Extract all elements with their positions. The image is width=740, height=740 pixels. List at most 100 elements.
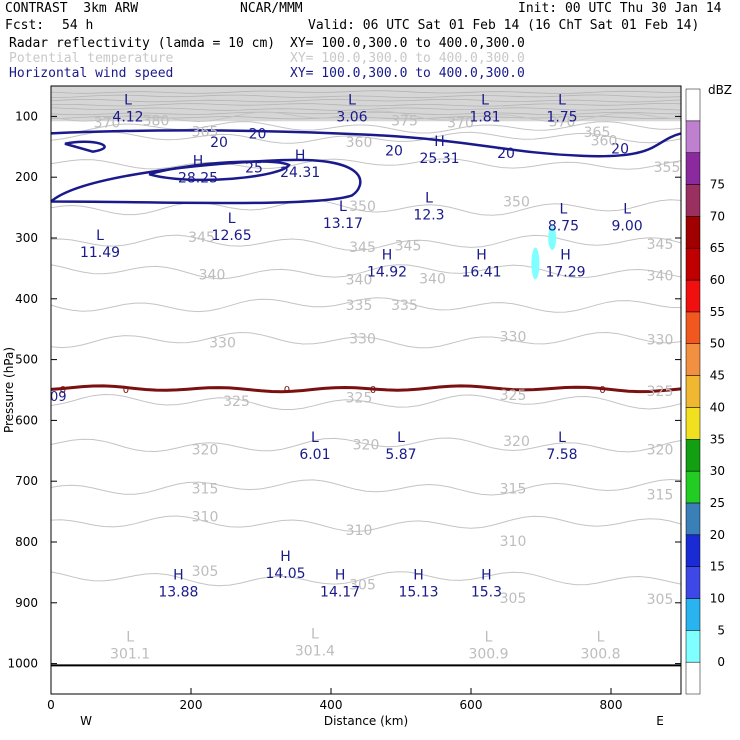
extremum-type-L: L (481, 93, 489, 109)
extremum-type-H: H (295, 148, 306, 164)
theta-label: 305 (349, 578, 376, 594)
extremum-type-L: L (126, 629, 134, 645)
field-xy-reflectivity: XY= 100.0,300.0 to 400.0,300.0 (290, 36, 525, 51)
x-axis: 0 200 400 600 800 Distance (km) W E (47, 688, 664, 728)
extremum-type-H: H (481, 567, 492, 583)
freezing-level-label: 0 (370, 385, 376, 396)
org-label: NCAR/MMM (240, 1, 303, 16)
upper-isentrope-line (50, 98, 682, 103)
extremum-type-L: L (558, 93, 566, 109)
colorbar-level-label: 20 (710, 528, 725, 542)
extremum-value: 14.17 (320, 584, 360, 600)
colorbar-swatch (685, 534, 701, 567)
colorbar-level-label: 65 (710, 241, 725, 255)
extremum-value: 24.31 (280, 165, 320, 181)
fcst-label: Fcst: (5, 18, 45, 33)
freezing-level-label: 0 (123, 385, 129, 396)
colorbar-level-label: 0 (717, 655, 725, 669)
theta-label: 365 (192, 125, 219, 141)
y-axis-label: Pressure (hPa) (2, 347, 16, 433)
field-name-theta: Potential temperature (9, 51, 174, 66)
theta-label: 305 (500, 591, 527, 607)
colorbar-swatch (685, 407, 701, 440)
theta-label: 315 (647, 488, 674, 504)
extrema-markers: L4.12L3.06L1.81L1.75H25.31H28.25H24.31L1… (80, 93, 643, 663)
wind-contour-label-20: 20 (385, 143, 403, 159)
reflectivity-cell (531, 247, 540, 280)
extremum-value: 6.01 (299, 447, 330, 463)
theta-label: 310 (192, 509, 219, 525)
theta-isentrope-365 (50, 121, 682, 134)
freezing-level-label: 0 (284, 385, 290, 396)
theta-label: 350 (349, 199, 376, 215)
fcst-value: 54 h (62, 18, 94, 33)
x-axis-label: Distance (km) (324, 714, 408, 728)
wind-contour-20-small (64, 140, 106, 153)
theta-isentrope-330 (50, 331, 682, 349)
extremum-type-H: H (280, 549, 291, 565)
west-label: W (80, 714, 92, 728)
colorbar-swatch (685, 343, 701, 376)
colorbar-swatch (685, 502, 701, 536)
extremum-type-L: L (559, 201, 567, 217)
init-time: Init: 00 UTC Thu 30 Jan 14 (518, 1, 722, 16)
theta-label: 305 (192, 564, 219, 580)
wind-speed-contours: 20 20 20 20 20 25 (50, 126, 682, 205)
theta-label: 350 (503, 195, 530, 211)
colorbar-swatch (685, 375, 701, 408)
extremum-type-L: L (311, 430, 319, 446)
colorbar-unit: dBZ (708, 83, 732, 97)
theta-label: 375 (391, 114, 418, 130)
x-tick-label: 200 (180, 698, 203, 712)
field-xy-theta: XY= 100.0,300.0 to 400.0,300.0 (290, 51, 525, 66)
colorbar-level-label: 75 (710, 178, 725, 192)
extremum-value: 16.41 (461, 265, 501, 281)
theta-isentrope-370 (50, 110, 682, 123)
upper-isentrope-line (50, 115, 682, 120)
theta-isentrope-310 (50, 515, 682, 533)
theta-label: 305 (647, 592, 674, 608)
east-label: E (656, 714, 664, 728)
theta-isentrope-335 (50, 297, 682, 313)
extremum-type-H: H (382, 248, 393, 264)
theta-label: 330 (500, 329, 527, 345)
theta-label: 345 (188, 230, 215, 246)
extremum-value: 7.58 (546, 447, 577, 463)
extremum-value: 13.17 (323, 216, 363, 232)
extremum-type-L: L (228, 211, 236, 227)
extremum-type-L: L (348, 93, 356, 109)
colorbar-swatch (685, 311, 701, 344)
extremum-type-H: H (560, 248, 571, 264)
theta-label: 345 (349, 240, 376, 256)
freezing-level-label: 0 (599, 385, 605, 396)
colorbar-swatch (685, 184, 701, 217)
extremum-value: 15.13 (398, 584, 438, 600)
extremum-value: 300.8 (580, 646, 620, 662)
upper-isentrope-line (50, 90, 681, 94)
y-tick-label: 700 (15, 474, 38, 488)
theta-label: 370 (94, 115, 121, 131)
y-tick-label: 200 (15, 170, 38, 184)
extremum-type-H: H (476, 248, 487, 264)
theta-label: 320 (647, 443, 674, 459)
extremum-value: 8.75 (548, 218, 579, 234)
upper-isentrope-line (50, 103, 682, 107)
extremum-type-L: L (597, 629, 605, 645)
extremum-value: 4.12 (112, 110, 143, 126)
extremum-value: 11.49 (80, 245, 120, 261)
extremum-value: 17.29 (545, 265, 585, 281)
colorbar-swatch (685, 120, 701, 153)
theta-label: 365 (584, 125, 611, 141)
extremum-type-L: L (425, 190, 433, 206)
colorbar-swatch (685, 247, 701, 281)
x-tick-label: 800 (600, 698, 623, 712)
y-tick-label: 900 (15, 596, 38, 610)
extremum-value: 1.75 (546, 110, 577, 126)
y-tick-label: 600 (15, 413, 38, 427)
colorbar-level-label: 45 (710, 369, 725, 383)
x-tick-label: 0 (47, 698, 55, 712)
theta-label: 340 (419, 272, 446, 288)
y-axis: 1002003004005006007008009001000Pressure … (2, 109, 681, 671)
theta-label: 325 (346, 390, 373, 406)
theta-label: 330 (209, 336, 236, 352)
